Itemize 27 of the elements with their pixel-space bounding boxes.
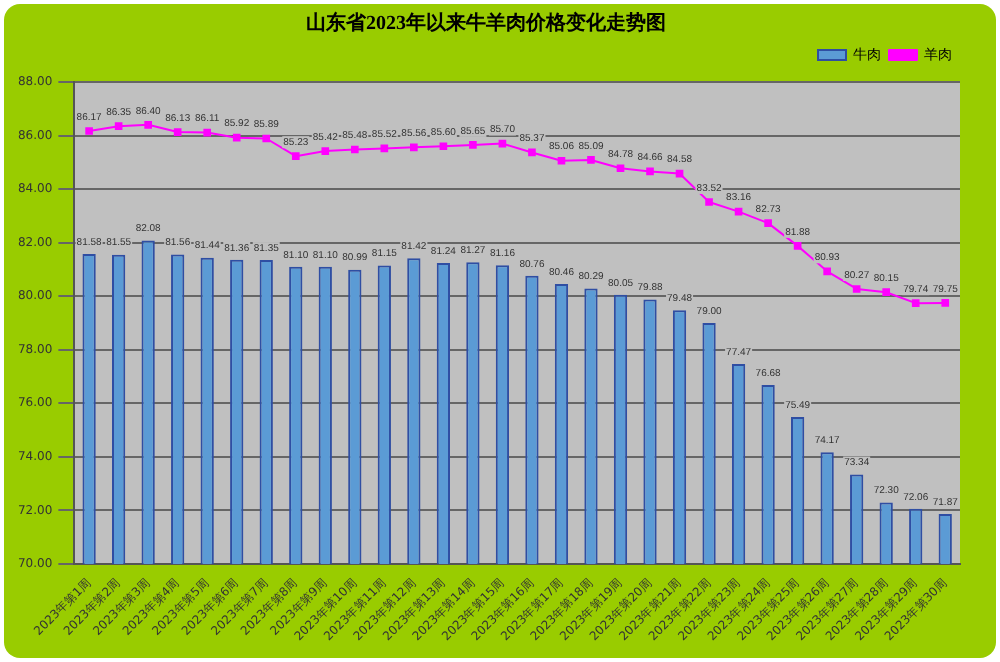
- point: [350, 145, 359, 154]
- point: [941, 299, 950, 307]
- point: [616, 164, 625, 173]
- point: [852, 285, 861, 293]
- point: [262, 134, 271, 143]
- point: [410, 143, 418, 152]
- point: [203, 128, 212, 137]
- point: [439, 142, 448, 151]
- point: [291, 152, 300, 160]
- point: [646, 167, 654, 176]
- point: [823, 267, 831, 276]
- point: [764, 219, 772, 227]
- point: [557, 156, 566, 165]
- point: [321, 147, 330, 155]
- point: [173, 128, 182, 136]
- point: [232, 133, 241, 142]
- point: [911, 299, 920, 307]
- point: [705, 198, 713, 206]
- chart-title: 山东省2023年以来牛羊肉价格变化走势图: [306, 11, 666, 36]
- point: [114, 122, 123, 131]
- point: [469, 141, 477, 149]
- point: [587, 156, 595, 164]
- point: [528, 148, 536, 157]
- point: [85, 127, 93, 135]
- point: [144, 121, 152, 129]
- point: [882, 288, 891, 297]
- point: [793, 242, 802, 250]
